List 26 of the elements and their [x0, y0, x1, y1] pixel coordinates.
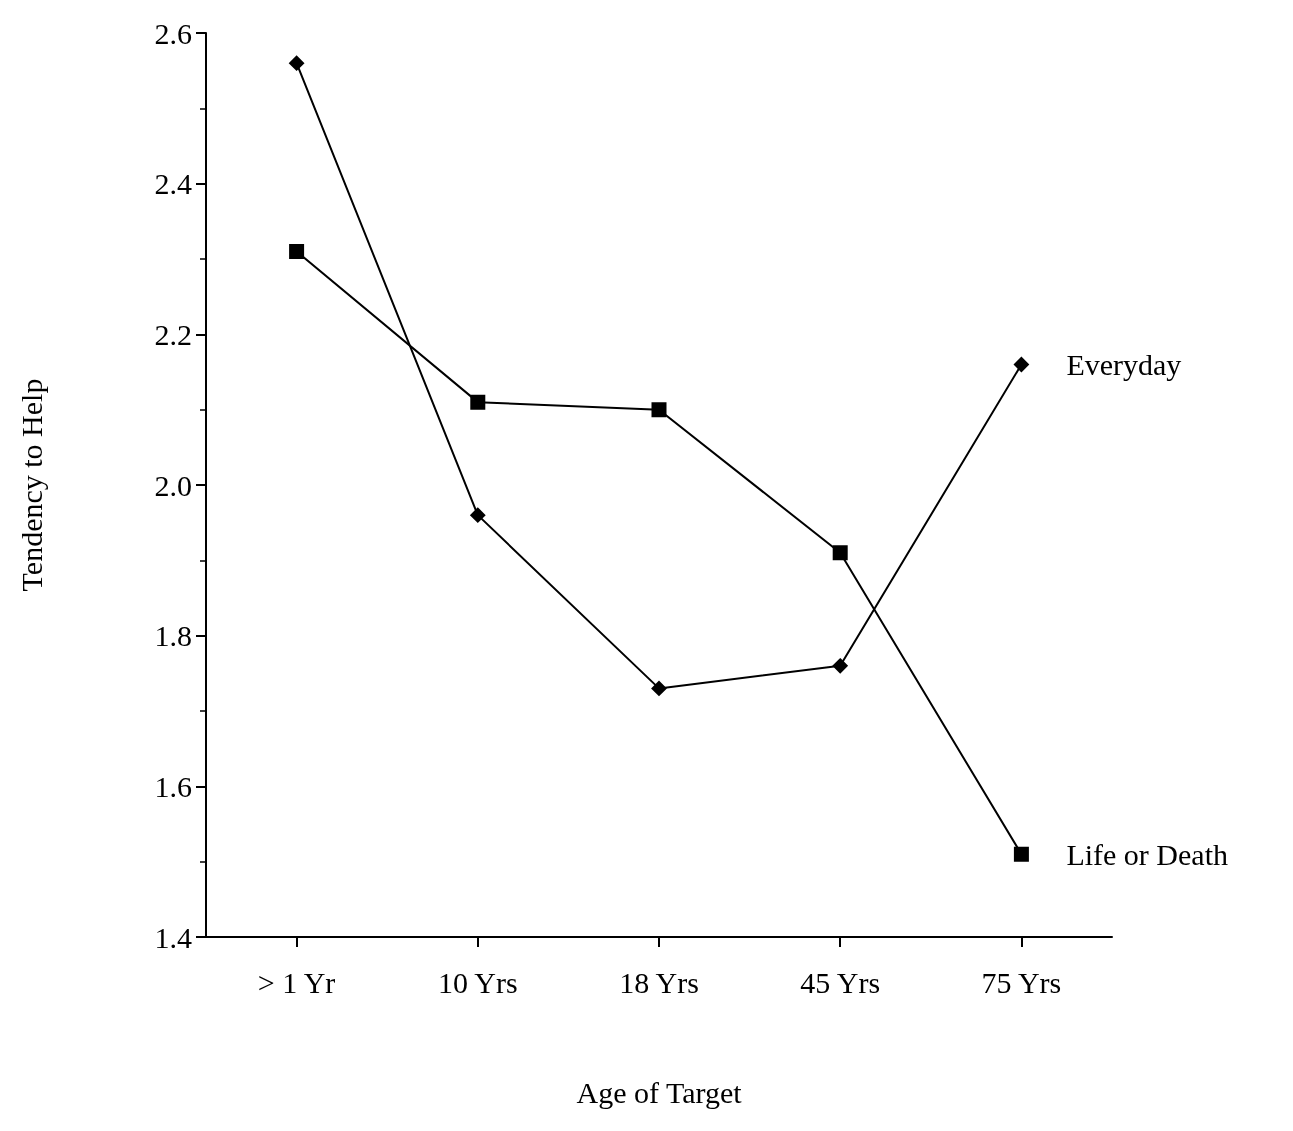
- x-tick-label: 45 Yrs: [800, 965, 881, 999]
- point: [832, 658, 848, 674]
- y-tick-label: 1.4: [154, 920, 192, 954]
- y-tick-label: 2.4: [154, 167, 192, 201]
- y-tick-label: 2.2: [154, 317, 192, 351]
- point: [832, 545, 848, 561]
- point: [470, 507, 486, 523]
- x-axis-title: Age of Target: [576, 1075, 743, 1109]
- point: [1013, 356, 1029, 372]
- x-tick-label: > 1 Yr: [257, 965, 336, 999]
- y-tick-label: 1.6: [154, 769, 192, 803]
- point: [289, 55, 305, 71]
- point: [651, 402, 667, 418]
- point: [651, 680, 667, 696]
- series-label: Everyday: [1066, 347, 1182, 381]
- y-tick-label: 2.0: [154, 468, 192, 502]
- y-axis-title: Tendency to Help: [14, 378, 48, 592]
- point: [1013, 846, 1029, 862]
- series-label: Life or Death: [1066, 837, 1228, 871]
- point: [470, 394, 486, 410]
- y-tick-label: 2.6: [154, 16, 192, 50]
- x-tick-label: 10 Yrs: [437, 965, 518, 999]
- y-tick-label: 1.8: [154, 619, 192, 653]
- x-tick-label: 18 Yrs: [619, 965, 699, 999]
- point: [289, 243, 305, 259]
- x-tick-label: 75 Yrs: [981, 965, 1062, 999]
